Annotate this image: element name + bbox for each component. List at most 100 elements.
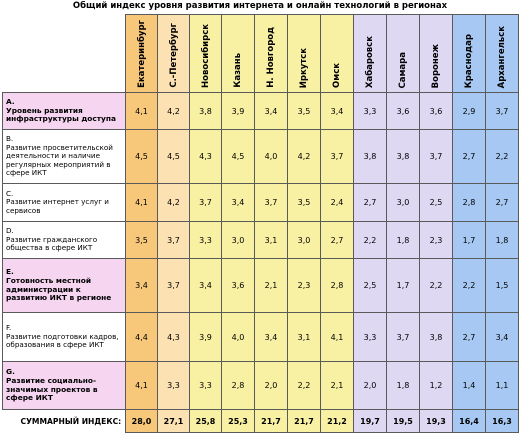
table-cell: 3,7 [254,183,288,222]
table-cell: 1,8 [386,221,420,259]
column-header: Новосибирск [189,14,222,93]
table-cell: 3,0 [386,183,420,222]
table-cell: 3,9 [221,92,255,130]
table-body: A. Уровень развития инфраструктуры досту… [2,92,519,433]
table-cell: 4,4 [125,312,158,362]
table-cell: 1,7 [452,221,486,259]
total-cell: 25,8 [189,409,222,433]
table-cell: 3,7 [189,183,222,222]
table-cell: 4,1 [125,92,158,130]
table-cell: 2,1 [254,258,288,313]
total-cell: 19,3 [419,409,453,433]
column-header-label: Воронеж [431,43,441,88]
table-cell: 4,1 [125,183,158,222]
total-cell: 19,5 [386,409,420,433]
total-cell: 28,0 [125,409,158,433]
table-cell: 2,8 [452,183,486,222]
table-cell: 4,5 [125,129,158,184]
table-cell: 2,8 [320,258,354,313]
column-header-label: Иркутск [299,47,309,88]
table-cell: 3,5 [125,221,158,259]
column-header-label: Омск [332,63,342,88]
chart-title: Общий индекс уровня развития интернета и… [72,1,448,11]
column-header: Екатеринбург [125,14,158,93]
table-cell: 2,3 [287,258,321,313]
column-header: Самара [386,14,420,93]
table-cell: 3,8 [189,92,222,130]
column-header: С.-Петербург [157,14,190,93]
column-header: Архангельск [485,14,519,93]
table-cell: 2,0 [254,361,288,410]
table-cell: 4,3 [157,312,190,362]
table-cell: 2,2 [353,221,387,259]
table-cell: 3,4 [254,312,288,362]
table-cell: 4,2 [157,92,190,130]
table-cell: 3,8 [386,129,420,184]
column-header-label: Хабаровск [365,35,375,88]
table-cell: 4,2 [157,183,190,222]
column-header: Воронеж [419,14,453,93]
total-label: СУММАРНЫЙ ИНДЕКС: [2,409,126,433]
table-cell: 3,4 [485,312,519,362]
row-label: B. Развитие просветительской деятельност… [2,129,126,184]
table-cell: 3,6 [386,92,420,130]
table-cell: 3,7 [386,312,420,362]
total-cell: 21,7 [287,409,321,433]
column-header-label: Краснодар [464,33,474,88]
table-row: D. Развитие гражданского общества в сфер… [2,221,519,259]
table-cell: 3,6 [221,258,255,313]
column-header-label: С.-Петербург [168,23,179,88]
total-cell: 27,1 [157,409,190,433]
column-header: Омск [320,14,354,93]
table-cell: 1,5 [485,258,519,313]
table-cell: 2,7 [452,129,486,184]
table-cell: 2,2 [419,258,453,313]
table-cell: 3,8 [419,312,453,362]
total-cell: 21,7 [254,409,288,433]
row-label: A. Уровень развития инфраструктуры досту… [2,92,126,130]
total-cell: 21,2 [320,409,354,433]
table-cell: 3,0 [287,221,321,259]
table-cell: 1,4 [452,361,486,410]
table-cell: 3,1 [287,312,321,362]
table-cell: 4,2 [287,129,321,184]
table-cell: 2,2 [452,258,486,313]
row-label: E. Готовность местной администрации к ра… [2,258,126,313]
table-cell: 4,1 [125,361,158,410]
table-cell: 2,7 [320,221,354,259]
table-cell: 2,4 [320,183,354,222]
table-cell: 3,7 [157,258,190,313]
column-header-label: Екатеринбург [136,20,147,88]
table-cell: 3,8 [353,129,387,184]
index-table: Екатеринбург С.-Петербург Новосибирск Казан… [2,14,519,433]
table-cell: 3,1 [254,221,288,259]
table-cell: 2,7 [353,183,387,222]
row-label: C. Развитие интернет услуг и сервисов [2,183,126,222]
table-cell: 4,1 [320,312,354,362]
table-cell: 4,0 [254,129,288,184]
table-cell: 3,9 [189,312,222,362]
total-cell: 19,7 [353,409,387,433]
table-cell: 3,3 [189,361,222,410]
table-cell: 2,3 [419,221,453,259]
table-cell: 3,4 [189,258,222,313]
table-cell: 3,3 [157,361,190,410]
table-cell: 3,4 [221,183,255,222]
table-cell: 3,5 [287,92,321,130]
table-cell: 2,8 [221,361,255,410]
table-cell: 1,2 [419,361,453,410]
table-cell: 1,7 [386,258,420,313]
table-cell: 3,3 [353,92,387,130]
table-cell: 2,5 [419,183,453,222]
table-cell: 2,2 [485,129,519,184]
table-cell: 1,8 [386,361,420,410]
table-row: A. Уровень развития инфраструктуры досту… [2,92,519,130]
table-cell: 2,5 [353,258,387,313]
table-cell: 3,0 [221,221,255,259]
column-header-label: Н. Новгород [266,27,276,88]
table-row: B. Развитие просветительской деятельност… [2,129,519,184]
table-cell: 2,2 [287,361,321,410]
table-cell: 3,7 [485,92,519,130]
total-cell: 16,4 [452,409,486,433]
table-cell: 2,0 [353,361,387,410]
